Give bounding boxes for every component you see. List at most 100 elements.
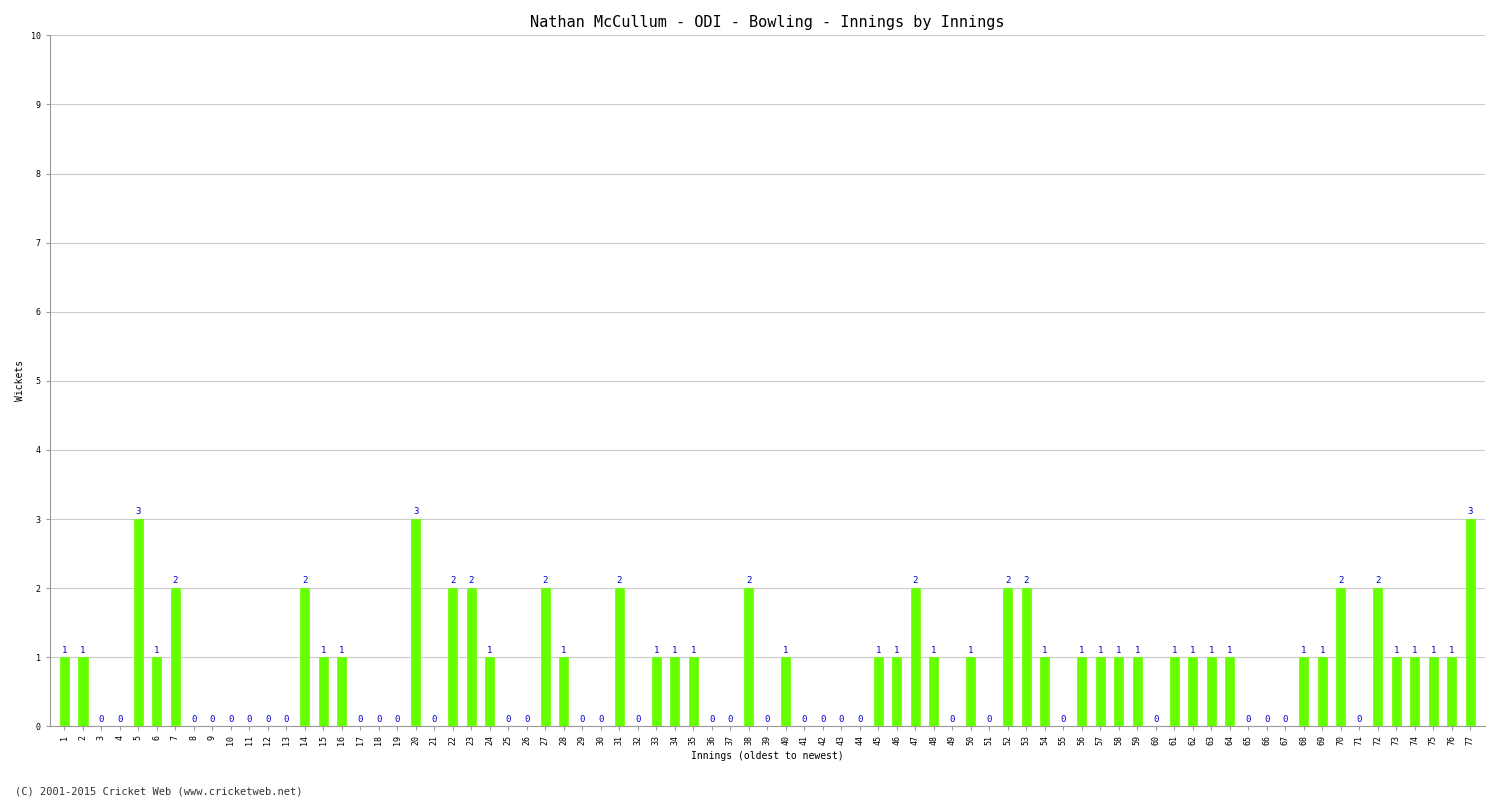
Text: 2: 2: [468, 577, 474, 586]
Text: 0: 0: [579, 714, 585, 724]
Bar: [615, 588, 624, 726]
Text: 0: 0: [839, 714, 844, 724]
Text: 1: 1: [1172, 646, 1178, 654]
Bar: [1336, 588, 1346, 726]
Text: 0: 0: [987, 714, 992, 724]
Text: 1: 1: [894, 646, 900, 654]
Text: 2: 2: [172, 577, 178, 586]
Bar: [1132, 658, 1142, 726]
Text: 1: 1: [1300, 646, 1306, 654]
Bar: [540, 588, 550, 726]
Text: 0: 0: [856, 714, 862, 724]
Text: 1: 1: [672, 646, 678, 654]
Text: 0: 0: [524, 714, 530, 724]
Bar: [1428, 658, 1438, 726]
Bar: [688, 658, 698, 726]
Bar: [152, 658, 162, 726]
Bar: [1004, 588, 1013, 726]
Text: 0: 0: [228, 714, 234, 724]
Bar: [318, 658, 328, 726]
Bar: [1410, 658, 1419, 726]
Bar: [448, 588, 458, 726]
Text: 1: 1: [1209, 646, 1214, 654]
Text: 0: 0: [1060, 714, 1066, 724]
Bar: [560, 658, 568, 726]
Text: 0: 0: [710, 714, 714, 724]
Text: 2: 2: [616, 577, 622, 586]
Bar: [411, 519, 420, 726]
Bar: [134, 519, 142, 726]
Text: 2: 2: [543, 577, 548, 586]
Text: 2: 2: [1338, 577, 1344, 586]
Bar: [928, 658, 939, 726]
Bar: [1040, 658, 1050, 726]
Bar: [1448, 658, 1456, 726]
Text: 2: 2: [302, 577, 307, 586]
Text: 1: 1: [1078, 646, 1084, 654]
Text: 0: 0: [1245, 714, 1251, 724]
Text: 2: 2: [746, 577, 752, 586]
Bar: [1188, 658, 1197, 726]
Text: 3: 3: [413, 507, 419, 516]
Bar: [744, 588, 753, 726]
Text: 0: 0: [801, 714, 807, 724]
Bar: [1372, 588, 1383, 726]
Text: 1: 1: [1320, 646, 1324, 654]
Text: 1: 1: [968, 646, 974, 654]
Text: 0: 0: [246, 714, 252, 724]
Bar: [1299, 658, 1308, 726]
Text: 1: 1: [876, 646, 880, 654]
Bar: [1466, 519, 1474, 726]
Text: 0: 0: [1356, 714, 1362, 724]
Text: 1: 1: [1412, 646, 1418, 654]
Bar: [300, 588, 309, 726]
X-axis label: Innings (oldest to newest): Innings (oldest to newest): [692, 751, 843, 761]
Bar: [338, 658, 346, 726]
Text: 1: 1: [783, 646, 789, 654]
Text: 0: 0: [1282, 714, 1288, 724]
Text: 1: 1: [1449, 646, 1455, 654]
Text: 1: 1: [1042, 646, 1047, 654]
Text: 1: 1: [1190, 646, 1196, 654]
Text: 0: 0: [376, 714, 381, 724]
Bar: [1170, 658, 1179, 726]
Bar: [171, 588, 180, 726]
Text: 0: 0: [210, 714, 214, 724]
Text: 1: 1: [321, 646, 326, 654]
Text: 0: 0: [634, 714, 640, 724]
Text: 0: 0: [506, 714, 512, 724]
Text: 1: 1: [1098, 646, 1102, 654]
Text: 0: 0: [117, 714, 123, 724]
Text: 3: 3: [1467, 507, 1473, 516]
Text: 0: 0: [284, 714, 290, 724]
Bar: [670, 658, 680, 726]
Text: 0: 0: [821, 714, 825, 724]
Text: 1: 1: [488, 646, 492, 654]
Bar: [1317, 658, 1328, 726]
Text: 1: 1: [80, 646, 86, 654]
Text: 0: 0: [357, 714, 363, 724]
Text: 0: 0: [99, 714, 104, 724]
Text: 1: 1: [932, 646, 936, 654]
Text: 2: 2: [1376, 577, 1380, 586]
Text: 1: 1: [1116, 646, 1122, 654]
Text: 1: 1: [1394, 646, 1400, 654]
Text: 0: 0: [950, 714, 956, 724]
Text: 1: 1: [654, 646, 658, 654]
Bar: [1226, 658, 1234, 726]
Text: 2: 2: [1005, 577, 1011, 586]
Title: Nathan McCullum - ODI - Bowling - Innings by Innings: Nathan McCullum - ODI - Bowling - Inning…: [530, 15, 1005, 30]
Text: 1: 1: [1431, 646, 1436, 654]
Bar: [782, 658, 790, 726]
Text: (C) 2001-2015 Cricket Web (www.cricketweb.net): (C) 2001-2015 Cricket Web (www.cricketwe…: [15, 786, 303, 796]
Bar: [651, 658, 662, 726]
Y-axis label: Wickets: Wickets: [15, 360, 26, 402]
Bar: [873, 658, 883, 726]
Text: 0: 0: [765, 714, 770, 724]
Text: 0: 0: [394, 714, 400, 724]
Text: 1: 1: [339, 646, 345, 654]
Text: 1: 1: [690, 646, 696, 654]
Text: 0: 0: [1264, 714, 1269, 724]
Text: 2: 2: [1023, 577, 1029, 586]
Text: 0: 0: [190, 714, 196, 724]
